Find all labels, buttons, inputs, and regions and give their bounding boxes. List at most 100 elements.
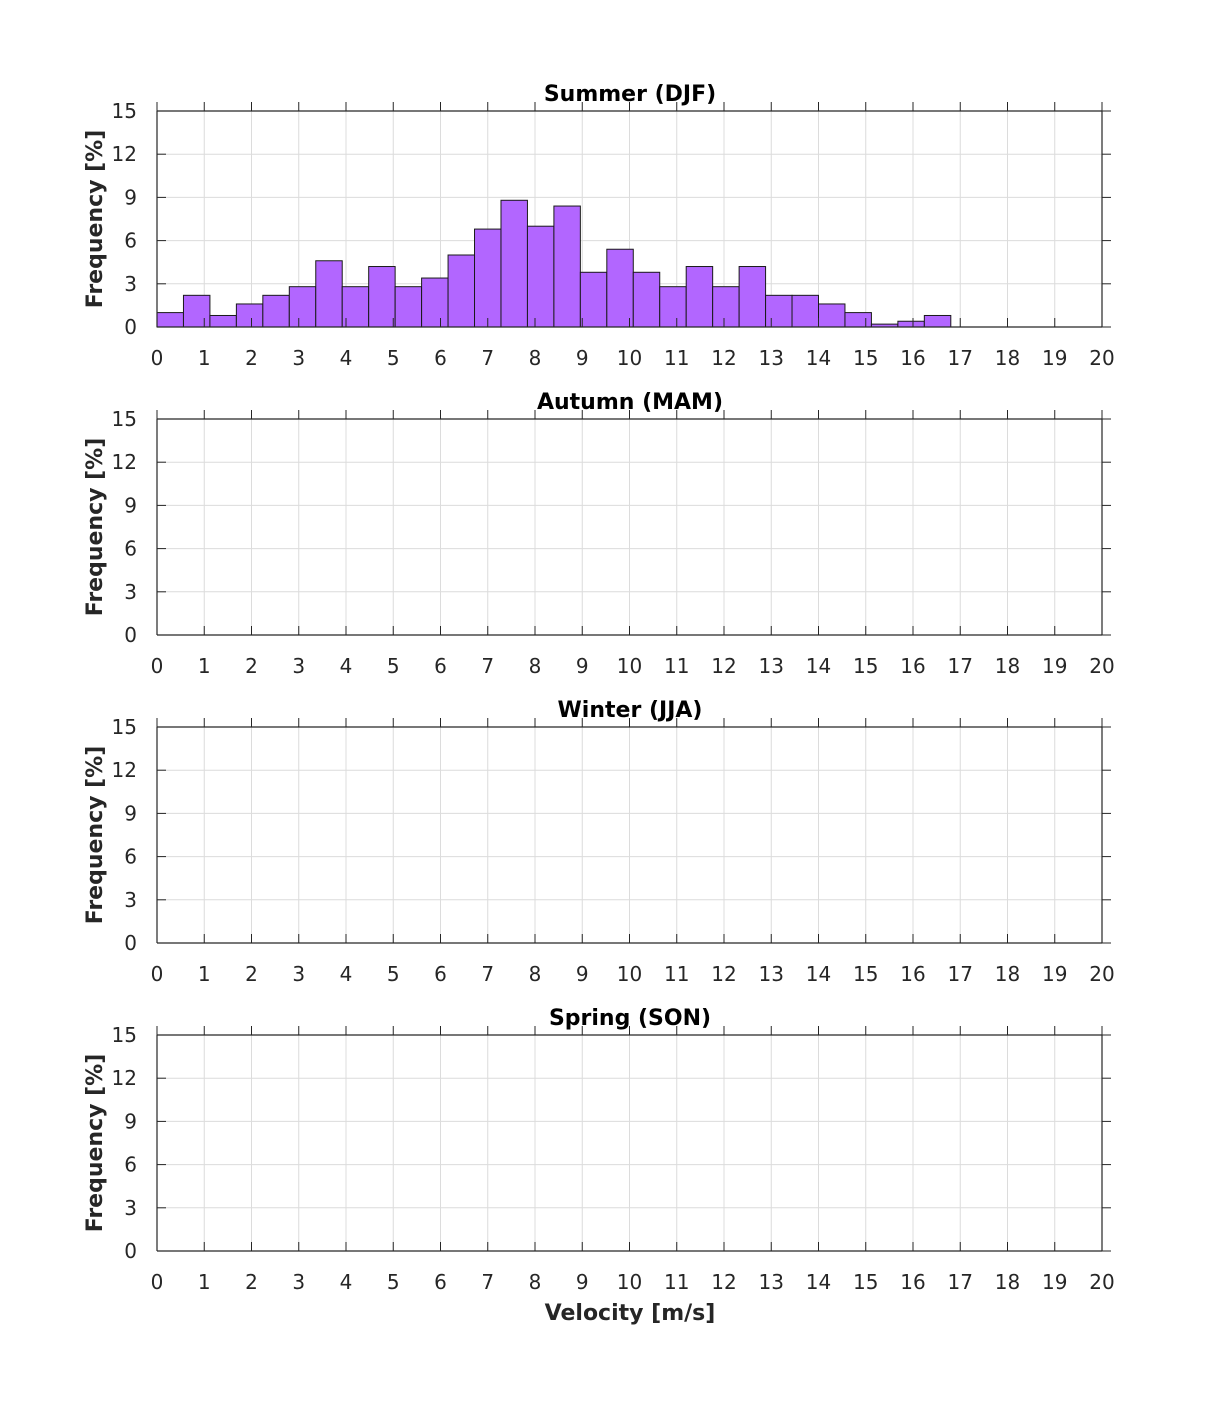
histogram-bar bbox=[923, 314, 952, 328]
x-tick-label: 13 bbox=[759, 1270, 784, 1294]
x-tick-label: 15 bbox=[853, 346, 878, 370]
histogram-bar bbox=[447, 254, 476, 328]
y-tick-label: 15 bbox=[112, 99, 137, 123]
histogram-bar bbox=[156, 312, 184, 328]
y-axis-label: Frequency [%] bbox=[83, 746, 108, 925]
x-tick-label: 10 bbox=[617, 962, 642, 986]
x-tick-label: 17 bbox=[948, 1270, 973, 1294]
histogram-bar bbox=[897, 320, 925, 328]
y-tick-label: 0 bbox=[124, 623, 137, 647]
panel-title: Autumn (MAM) bbox=[537, 390, 723, 415]
panel-2: 0 1 2 3 4 5 6 7 8 9 10 11 12 13 14 15 16 17 18 19 2003691215… bbox=[83, 390, 1115, 678]
x-tick-label: 10 bbox=[617, 1270, 642, 1294]
x-tick-label: 9 bbox=[576, 346, 589, 370]
x-tick-label: 15 bbox=[853, 1270, 878, 1294]
y-tick-label: 3 bbox=[124, 272, 137, 296]
histogram-bar bbox=[579, 271, 608, 328]
x-tick-label: 2 bbox=[245, 962, 258, 986]
x-tick-label: 0 bbox=[151, 962, 164, 986]
x-tick-label: 6 bbox=[434, 1270, 447, 1294]
x-tick-label: 8 bbox=[529, 346, 542, 370]
x-tick-label: 9 bbox=[576, 654, 589, 678]
y-tick-label: 0 bbox=[124, 931, 137, 955]
histogram-bar bbox=[526, 225, 555, 328]
y-tick-label: 0 bbox=[124, 315, 137, 339]
y-tick-label: 6 bbox=[124, 1153, 137, 1177]
x-tick-label: 6 bbox=[434, 346, 447, 370]
histogram-bar bbox=[262, 294, 290, 328]
y-tick-label: 9 bbox=[124, 801, 137, 825]
histogram-bar bbox=[685, 266, 714, 328]
histogram-bar bbox=[182, 294, 211, 328]
x-tick-label: 19 bbox=[1042, 654, 1067, 678]
y-tick-label: 15 bbox=[112, 715, 137, 739]
x-tick-label: 4 bbox=[340, 654, 353, 678]
panel-title: Summer (DJF) bbox=[544, 82, 716, 107]
x-tick-label: 12 bbox=[711, 962, 736, 986]
histogram-bar bbox=[659, 286, 687, 328]
histogram-bar bbox=[368, 266, 396, 328]
x-tick-label: 3 bbox=[292, 1270, 305, 1294]
histogram-bar bbox=[500, 199, 528, 328]
y-tick-label: 3 bbox=[124, 580, 137, 604]
x-tick-label: 3 bbox=[292, 962, 305, 986]
x-tick-label: 1 bbox=[198, 654, 211, 678]
histogram-bar bbox=[288, 286, 317, 328]
x-tick-label: 17 bbox=[948, 962, 973, 986]
x-tick-label: 15 bbox=[853, 654, 878, 678]
x-tick-label: 1 bbox=[198, 346, 211, 370]
x-tick-label: 16 bbox=[900, 346, 925, 370]
x-tick-label: 0 bbox=[151, 654, 164, 678]
panel-1: 0 1 2 3 4 5 6 7 8 9 10 11 12 13 14 15 16 17 18 19 2003691215… bbox=[83, 82, 1115, 370]
y-axis-label: Frequency [%] bbox=[83, 1054, 108, 1233]
x-tick-label: 18 bbox=[995, 1270, 1020, 1294]
x-tick-label: 14 bbox=[806, 962, 831, 986]
histogram-bar bbox=[791, 294, 819, 328]
x-tick-label: 20 bbox=[1089, 346, 1114, 370]
y-axis-label: Frequency [%] bbox=[83, 130, 108, 309]
x-tick-label: 19 bbox=[1042, 962, 1067, 986]
x-tick-label: 6 bbox=[434, 962, 447, 986]
x-tick-label: 18 bbox=[995, 346, 1020, 370]
x-tick-label: 14 bbox=[806, 346, 831, 370]
y-tick-label: 15 bbox=[112, 407, 137, 431]
histogram-bar bbox=[765, 294, 793, 328]
x-tick-label: 9 bbox=[576, 1270, 589, 1294]
histogram-bar bbox=[209, 314, 237, 328]
x-tick-label: 6 bbox=[434, 654, 447, 678]
x-tick-label: 12 bbox=[711, 654, 736, 678]
x-axis-label: Velocity [m/s] bbox=[545, 1301, 716, 1326]
x-tick-label: 20 bbox=[1089, 654, 1114, 678]
x-tick-label: 2 bbox=[245, 1270, 258, 1294]
panel-title: Winter (JJA) bbox=[558, 698, 703, 723]
x-tick-label: 8 bbox=[529, 1270, 542, 1294]
x-tick-label: 13 bbox=[759, 346, 784, 370]
histogram-bar bbox=[606, 248, 634, 328]
x-tick-label: 5 bbox=[387, 962, 400, 986]
x-tick-label: 9 bbox=[576, 962, 589, 986]
x-tick-label: 2 bbox=[245, 346, 258, 370]
x-tick-label: 19 bbox=[1042, 1270, 1067, 1294]
histogram-bar bbox=[474, 228, 502, 328]
x-tick-label: 7 bbox=[481, 1270, 494, 1294]
x-tick-label: 11 bbox=[664, 654, 689, 678]
x-tick-label: 4 bbox=[340, 1270, 353, 1294]
histogram-bar bbox=[818, 303, 846, 328]
x-tick-label: 10 bbox=[617, 654, 642, 678]
y-tick-label: 15 bbox=[112, 1023, 137, 1047]
x-tick-label: 13 bbox=[759, 654, 784, 678]
x-tick-label: 18 bbox=[995, 654, 1020, 678]
x-tick-label: 12 bbox=[711, 346, 736, 370]
x-tick-label: 12 bbox=[711, 1270, 736, 1294]
histogram-bar bbox=[738, 266, 767, 328]
x-tick-label: 14 bbox=[806, 654, 831, 678]
x-tick-label: 16 bbox=[900, 1270, 925, 1294]
y-tick-label: 6 bbox=[124, 845, 137, 869]
x-tick-label: 11 bbox=[664, 346, 689, 370]
histogram-bar bbox=[235, 303, 264, 328]
x-tick-label: 2 bbox=[245, 654, 258, 678]
x-tick-label: 7 bbox=[481, 346, 494, 370]
x-tick-label: 10 bbox=[617, 346, 642, 370]
y-tick-label: 0 bbox=[124, 1239, 137, 1263]
x-tick-label: 15 bbox=[853, 962, 878, 986]
